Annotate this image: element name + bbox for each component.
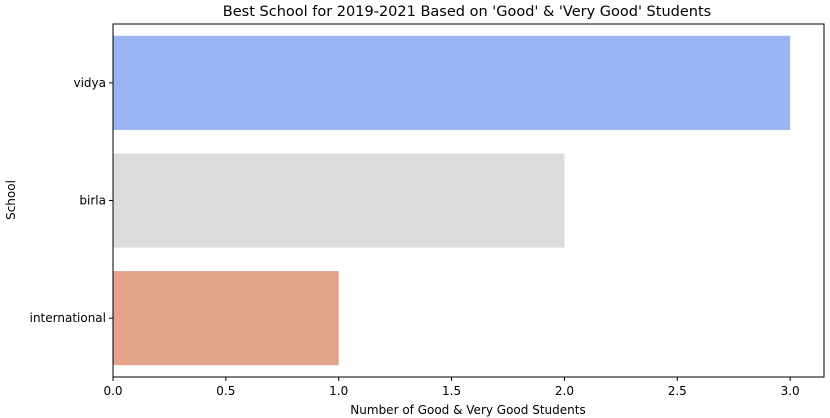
y-axis-label: School bbox=[4, 180, 18, 220]
x-axis-label: Number of Good & Very Good Students bbox=[350, 403, 585, 417]
x-tick-label: 0.0 bbox=[103, 384, 122, 398]
x-tick-label: 1.0 bbox=[329, 384, 348, 398]
bar-vidya bbox=[113, 35, 791, 130]
y-tick-label-vidya: vidya bbox=[73, 76, 106, 90]
chart-title: Best School for 2019-2021 Based on 'Good… bbox=[223, 4, 711, 20]
y-axis: vidya birla international bbox=[30, 76, 113, 325]
x-tick-label: 2.0 bbox=[555, 384, 574, 398]
y-tick-label-international: international bbox=[30, 311, 106, 325]
bar-international bbox=[113, 271, 339, 366]
x-tick-label: 1.5 bbox=[442, 384, 461, 398]
x-tick-label: 2.5 bbox=[668, 384, 687, 398]
x-tick-label: 0.5 bbox=[216, 384, 235, 398]
y-tick-label-birla: birla bbox=[79, 194, 106, 208]
x-tick-label: 3.0 bbox=[781, 384, 800, 398]
bars-layer bbox=[113, 35, 791, 366]
bar-birla bbox=[113, 153, 565, 248]
x-axis: 0.0 0.5 1.0 1.5 2.0 2.5 3.0 bbox=[103, 377, 800, 398]
